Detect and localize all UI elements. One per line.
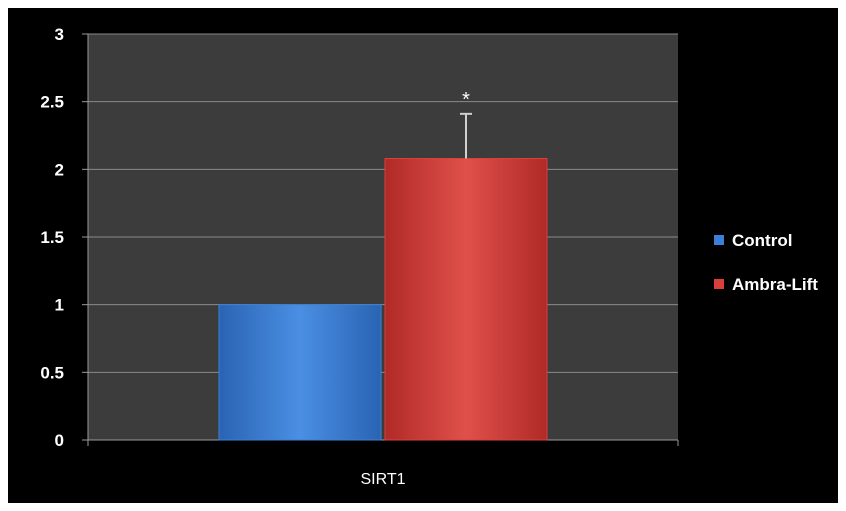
bar-control <box>218 304 382 441</box>
x-tick-label: SIRT1 <box>360 471 405 488</box>
legend-swatch-control <box>714 235 724 245</box>
y-tick-label: 1 <box>55 296 64 315</box>
legend-label: Ambra-Lift <box>732 275 818 294</box>
bar-ambra-lift <box>384 158 548 441</box>
y-tick-label: 0 <box>55 431 64 450</box>
legend-swatch-ambra-lift <box>714 279 724 289</box>
y-tick-label: 2 <box>55 160 64 179</box>
y-tick-label: 0.5 <box>40 363 64 382</box>
legend-label: Control <box>732 231 792 250</box>
y-tick-label: 1.5 <box>40 228 64 247</box>
significance-marker: * <box>462 89 470 111</box>
y-tick-label: 2.5 <box>40 93 64 112</box>
y-tick-label: 3 <box>55 25 64 44</box>
